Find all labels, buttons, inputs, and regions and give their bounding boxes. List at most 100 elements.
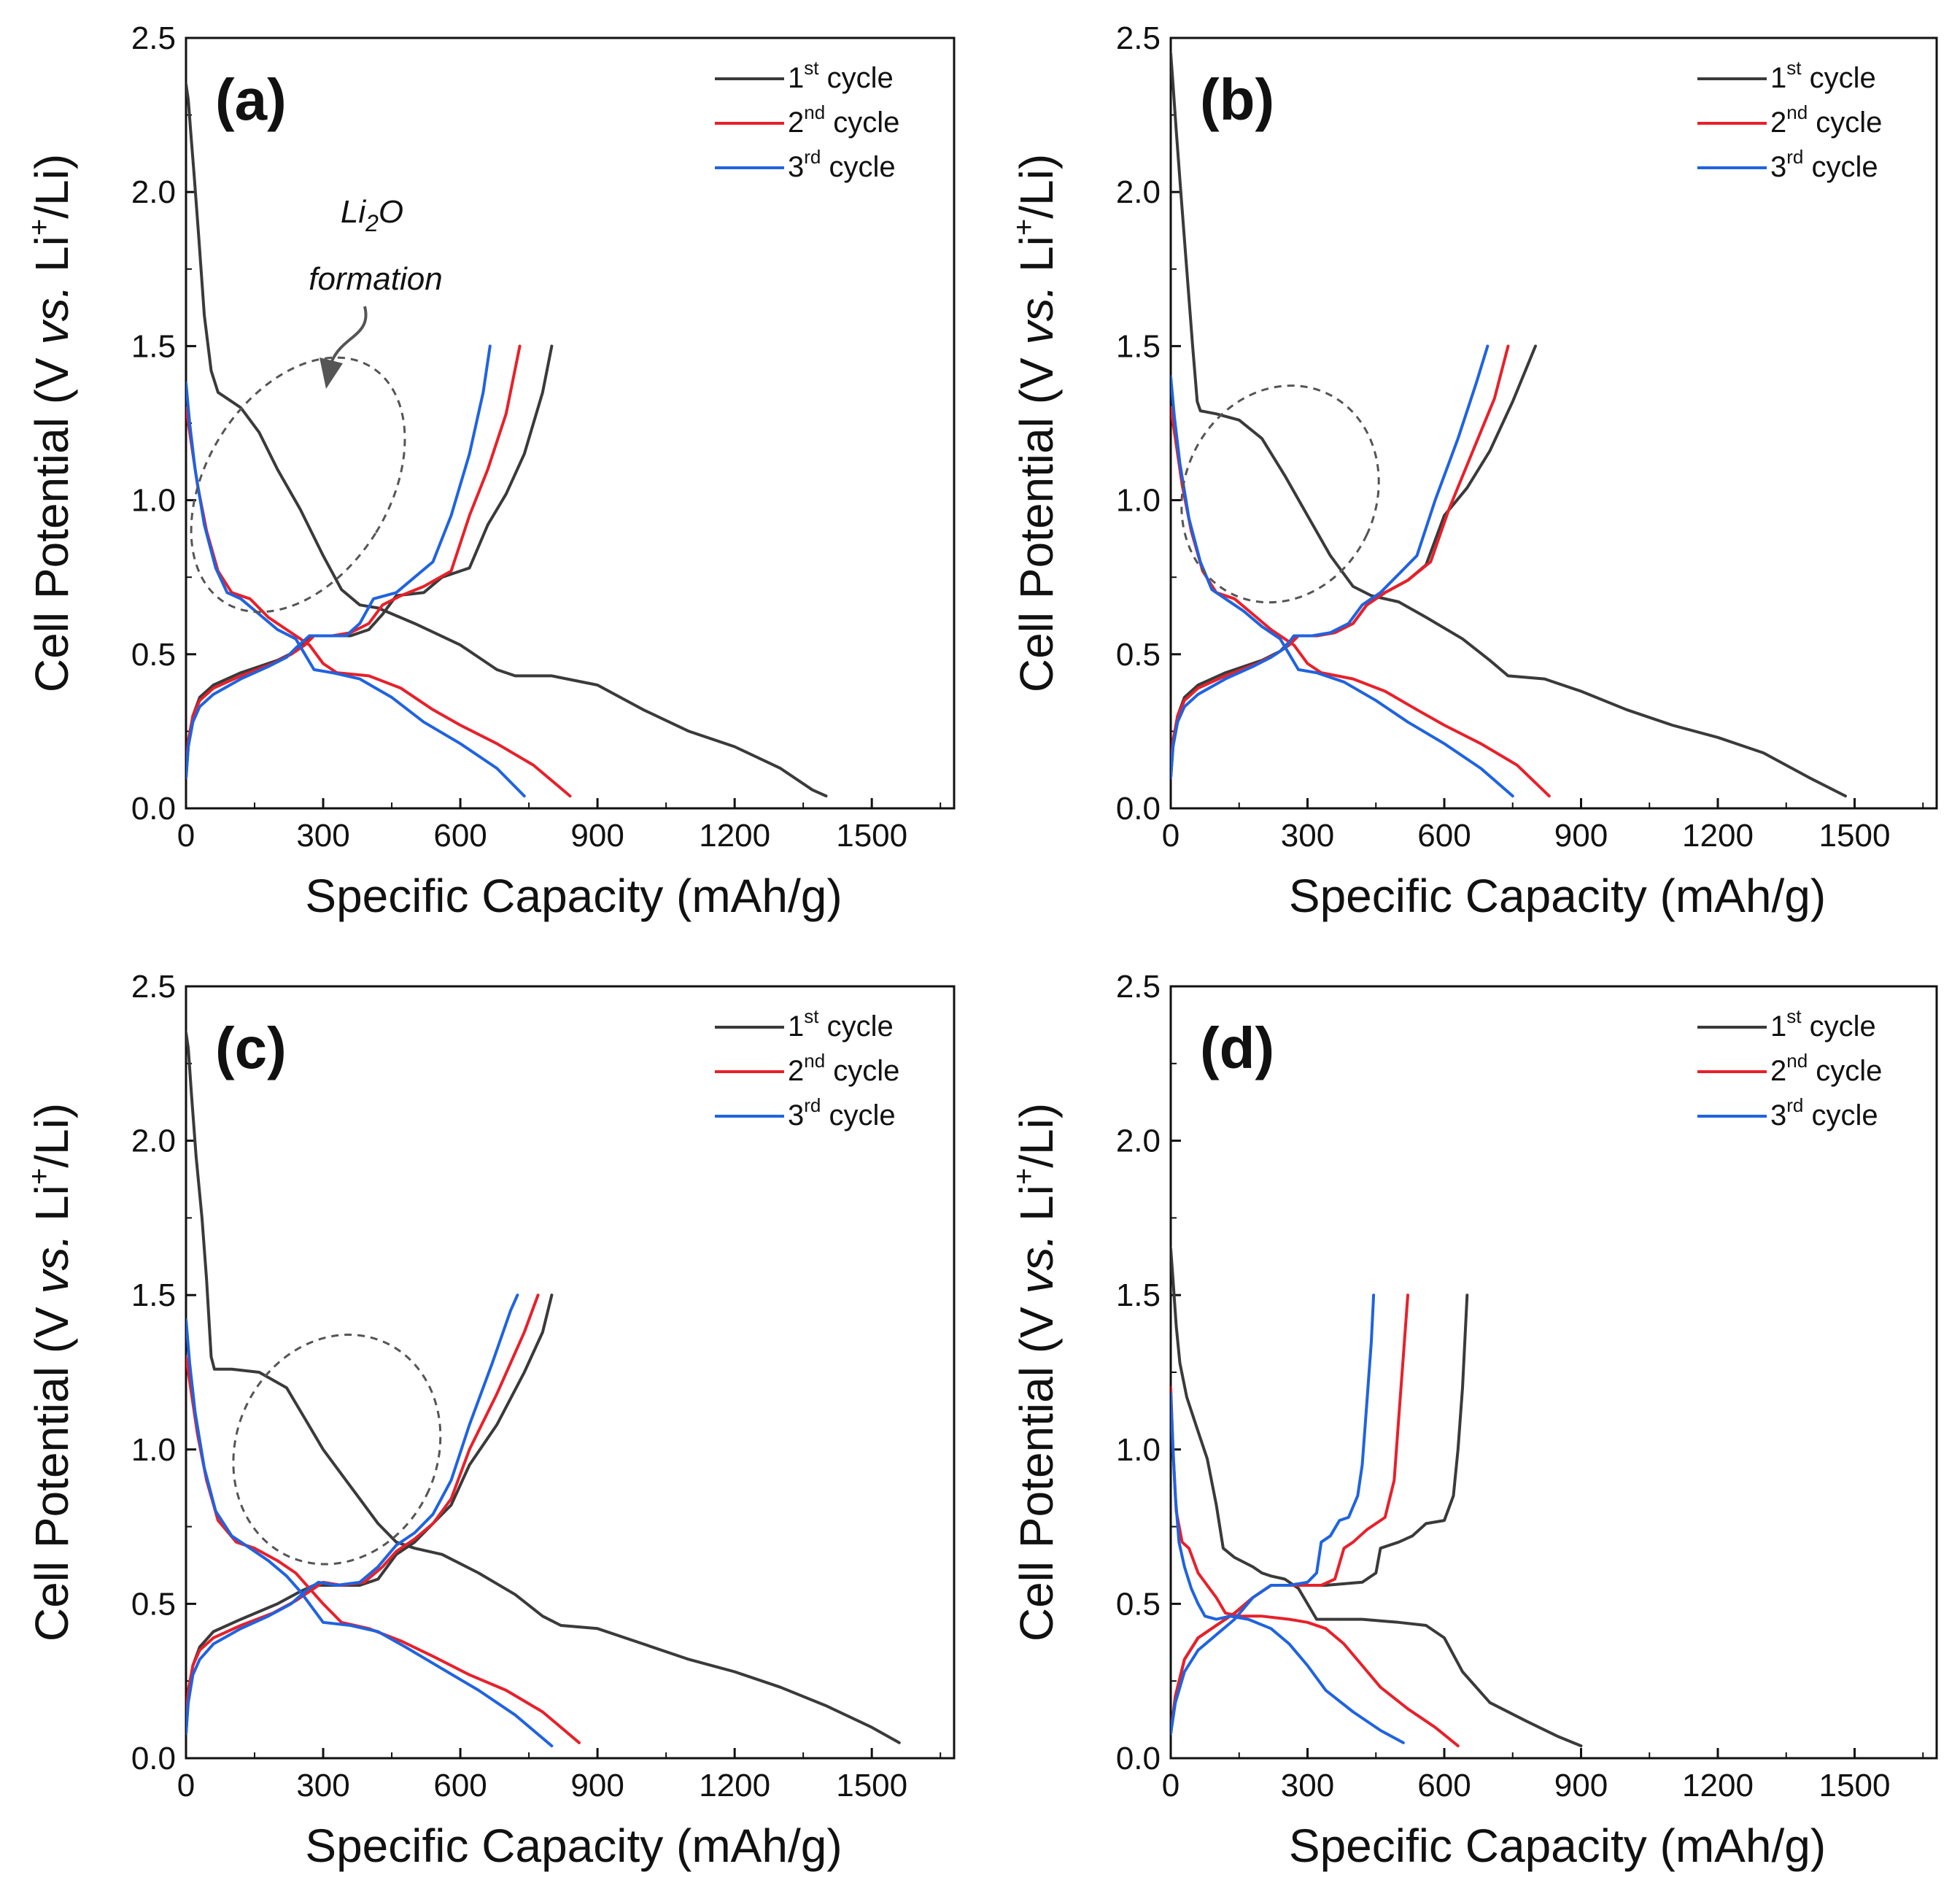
y-title-sup: + (1008, 1168, 1040, 1185)
y-title-part: Cell Potential (V (1010, 344, 1063, 692)
legend-label: 2nd cycle (788, 1050, 899, 1087)
legend-word: cycle (821, 151, 895, 183)
legend-word: cycle (1808, 107, 1882, 139)
x-tick-label: 900 (1554, 1768, 1608, 1803)
panel-label: (a) (215, 67, 287, 132)
series-line-1st-cycle (186, 1031, 901, 1744)
y-title-part: Li (1010, 236, 1063, 285)
x-tick-label: 600 (433, 1768, 487, 1803)
legend-label: 1st cycle (1770, 57, 1876, 94)
series-line-2nd-cycle (1171, 1386, 1460, 1748)
legend-sup: st (1786, 57, 1802, 79)
y-tick-label: 2.0 (1116, 1123, 1161, 1159)
legend-sup: rd (804, 1094, 821, 1116)
y-tick-label: 1.5 (1116, 1277, 1161, 1313)
legend-label: 2nd cycle (1770, 1050, 1882, 1087)
y-tick-label: 2.5 (131, 20, 176, 56)
x-tick-label: 900 (570, 818, 624, 854)
legend-num: 1 (1770, 62, 1786, 94)
x-tick-label: 1200 (1682, 818, 1754, 854)
legend-sup: nd (1786, 1050, 1808, 1072)
y-tick-label: 0.5 (131, 1586, 176, 1622)
annot-part: Li (341, 194, 366, 230)
legend-word: cycle (1801, 1010, 1875, 1043)
series-line-1st-cycle (186, 344, 554, 779)
legend-label: 1st cycle (1770, 1005, 1876, 1043)
y-title-italic: vs. (26, 285, 78, 345)
legend-word: cycle (825, 107, 899, 139)
legend-sup: rd (804, 146, 821, 168)
legend-num: 1 (1770, 1010, 1786, 1043)
legend-label: 3rd cycle (1770, 1094, 1878, 1132)
series-line-1st-cycle (186, 1293, 554, 1736)
legend-sup: rd (1786, 146, 1803, 168)
x-tick-label: 300 (296, 818, 349, 854)
x-tick-label: 600 (1417, 1768, 1471, 1803)
series-line-1st-cycle (1171, 1293, 1469, 1736)
series-line-2nd-cycle (1171, 1293, 1409, 1736)
legend-num: 2 (1770, 107, 1786, 139)
x-tick-label: 1500 (1819, 818, 1891, 854)
x-tick-label: 600 (1417, 818, 1471, 854)
x-tick-label: 900 (570, 1768, 624, 1803)
x-tick-label: 1500 (836, 818, 907, 854)
x-axis-title: Specific Capacity (mAh/g) (1289, 1819, 1826, 1872)
panel-label: (c) (215, 1016, 287, 1080)
highlight-ellipse (232, 1334, 442, 1566)
y-tick-label: 0.5 (131, 637, 176, 673)
chart-panel-d: 0 300 600 900 1200 1500 0.0 0.5 1.0 1.5 2.0 2.5 Spec… (1008, 969, 1938, 1872)
x-tick-label: 900 (1554, 818, 1608, 854)
legend-sup: st (1786, 1005, 1802, 1027)
legend-num: 1 (788, 1010, 804, 1043)
y-tick-label: 0.0 (1116, 1741, 1161, 1776)
x-tick-label: 0 (1162, 818, 1180, 854)
series-line-2nd-cycle (186, 1293, 540, 1723)
series-line-3rd-cycle (186, 344, 492, 779)
legend-word: cycle (818, 62, 893, 94)
annotation-line1: Li2O (341, 194, 403, 236)
y-tick-label: 2.5 (1116, 20, 1161, 56)
x-tick-label: 300 (1281, 818, 1334, 854)
series-line-3rd-cycle (1171, 344, 1490, 779)
y-axis-title: Cell Potential (V vs. Li+/Li) (1008, 1103, 1063, 1641)
y-tick-label: 1.0 (131, 483, 176, 519)
legend-word: cycle (1808, 1055, 1882, 1087)
y-tick-label: 1.0 (1116, 483, 1161, 519)
series-line-3rd-cycle (186, 382, 526, 798)
y-tick-label: 2.0 (1116, 174, 1161, 210)
series-line-2nd-cycle (186, 1355, 581, 1744)
y-axis-title: Cell Potential (V vs. Li+/Li) (1008, 154, 1063, 692)
legend-num: 2 (788, 1055, 804, 1087)
legend-num: 2 (1770, 1055, 1786, 1087)
series-line-3rd-cycle (186, 1293, 519, 1736)
y-title-part: Cell Potential (V (26, 344, 78, 692)
legend-label: 3rd cycle (788, 1094, 896, 1132)
x-tick-label: 1200 (699, 818, 770, 854)
y-tick-label: 0.0 (1116, 791, 1161, 827)
y-title-part: Li (1010, 1185, 1063, 1234)
series-line-3rd-cycle (1171, 375, 1514, 798)
legend-label: 2nd cycle (1770, 101, 1882, 139)
series-line-1st-cycle (186, 82, 828, 798)
x-tick-label: 0 (1162, 1768, 1180, 1803)
legend-sup: st (804, 57, 819, 79)
legend-sup: nd (804, 1050, 825, 1072)
annotation-arrowhead (319, 357, 343, 389)
series-line-3rd-cycle (1171, 1293, 1376, 1736)
x-axis-title: Specific Capacity (mAh/g) (305, 1819, 842, 1872)
y-title-part: Cell Potential (V (1010, 1293, 1063, 1641)
y-title-part: Li (26, 236, 78, 285)
chart-panel-c: 0 300 600 900 1200 1500 0.0 0.5 1.0 1.5 2.0 2.5 Spec… (23, 969, 956, 1872)
y-title-part: /Li) (1010, 1103, 1063, 1168)
y-title-sup: + (23, 1168, 55, 1185)
x-axis-title: Specific Capacity (mAh/g) (1289, 870, 1826, 922)
y-tick-label: 1.5 (131, 328, 176, 364)
y-tick-label: 1.0 (1116, 1432, 1161, 1468)
legend-word: cycle (818, 1010, 893, 1043)
y-title-part: /Li) (1010, 154, 1063, 219)
legend-num: 3 (788, 151, 804, 183)
legend-sup: rd (1786, 1094, 1803, 1116)
y-title-sup: + (1008, 219, 1040, 236)
panel-label: (b) (1200, 67, 1274, 132)
series-line-1st-cycle (1171, 344, 1537, 779)
